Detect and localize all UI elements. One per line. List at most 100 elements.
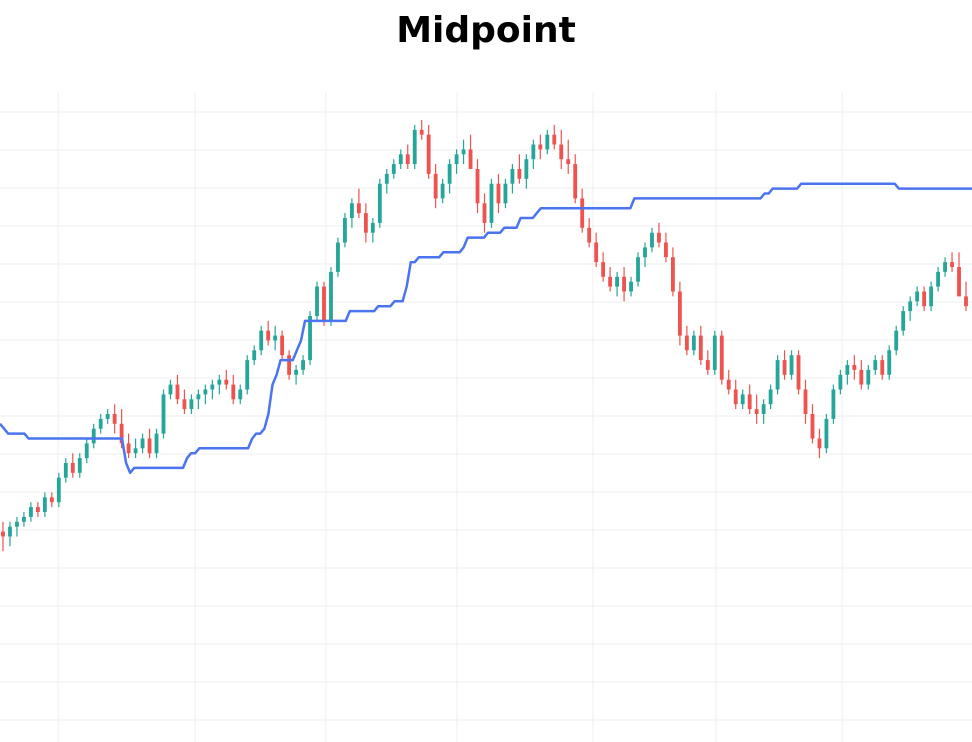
candle-body — [517, 169, 522, 179]
candle-body — [601, 262, 606, 277]
candle-body — [503, 183, 508, 204]
chart-title: Midpoint — [396, 10, 576, 51]
candle-body — [643, 247, 647, 258]
candle-body — [119, 423, 124, 444]
candle-body — [112, 414, 117, 424]
candle-body — [196, 394, 201, 400]
candle-body — [224, 379, 229, 385]
candle-body — [468, 149, 473, 169]
candle-body — [698, 335, 703, 361]
candle-body — [154, 433, 159, 454]
candle-body — [63, 463, 68, 478]
candle-body — [259, 330, 264, 351]
candle-body — [670, 257, 675, 292]
candle-body — [768, 389, 773, 405]
candle-body — [964, 296, 968, 307]
candle-body — [8, 526, 12, 537]
candle-body — [677, 291, 682, 336]
candle-body — [733, 389, 738, 405]
candle-body — [182, 399, 187, 410]
candle-body — [349, 203, 354, 218]
candle-body — [77, 458, 82, 473]
candle-body — [301, 360, 305, 370]
candle-body — [398, 154, 403, 165]
candle-body — [336, 242, 340, 272]
candle-body — [782, 360, 787, 375]
candle-body — [433, 173, 438, 199]
candle-body — [573, 164, 578, 199]
candle-body — [140, 438, 145, 449]
candle-body — [684, 335, 689, 351]
candle-body — [273, 335, 278, 341]
candle-body — [566, 159, 571, 165]
candle-body — [712, 335, 717, 370]
candle-body — [587, 227, 592, 243]
candle-body — [810, 414, 815, 439]
candle-body — [929, 286, 934, 307]
midpoint-line — [0, 182, 972, 475]
candle-body — [384, 173, 389, 184]
candle-body — [817, 438, 822, 449]
candle-body — [126, 443, 131, 454]
candle-body — [84, 443, 89, 459]
candle-body — [15, 521, 19, 527]
candle-body — [559, 144, 564, 160]
candle-body — [936, 271, 941, 287]
candle-body — [915, 291, 920, 302]
candle-body — [56, 477, 61, 503]
candle-body — [363, 213, 368, 233]
candle-body — [405, 154, 410, 165]
candle-body — [552, 134, 557, 145]
candle-body — [747, 394, 752, 410]
candle-body — [49, 497, 54, 503]
candle-body — [447, 164, 452, 184]
candle-body — [594, 242, 599, 263]
candle-body — [664, 242, 668, 258]
candle-body — [322, 286, 326, 321]
candle-body — [622, 276, 626, 292]
candle-body — [454, 154, 459, 165]
candle-body — [615, 276, 620, 287]
candle-body — [510, 169, 515, 184]
candle-body — [866, 369, 871, 385]
candle-body — [356, 203, 361, 214]
candle-body — [329, 271, 333, 321]
candle-body — [168, 384, 173, 395]
candle-body — [726, 379, 731, 390]
candle-body — [147, 438, 152, 454]
candle-body — [133, 448, 138, 454]
candle-body — [28, 507, 33, 517]
candle-body — [42, 497, 47, 512]
candle-body — [803, 389, 808, 414]
candle-body — [524, 159, 529, 179]
candle-body — [873, 360, 878, 370]
candle-body — [608, 276, 613, 287]
candle-body — [391, 164, 396, 174]
candle-body — [545, 134, 550, 150]
candle-body — [189, 399, 194, 410]
candle-body — [852, 365, 857, 370]
candle-body — [98, 418, 103, 429]
candle-body — [789, 355, 794, 375]
candle-body — [105, 414, 110, 419]
candle-body — [859, 369, 864, 385]
candle-body — [343, 218, 347, 243]
candle-body — [657, 232, 661, 243]
candle-body — [922, 291, 927, 307]
candle-body — [496, 183, 501, 204]
candle-body — [217, 379, 222, 385]
candle-body — [838, 374, 843, 390]
candle-body — [70, 463, 75, 473]
candle-body — [908, 301, 913, 312]
candle-body — [482, 203, 487, 223]
candle-body — [691, 335, 696, 351]
candle-body — [22, 516, 26, 522]
candle-body — [636, 257, 640, 282]
candle-body — [943, 262, 947, 272]
candle-body — [650, 232, 654, 248]
candle-body — [775, 360, 780, 390]
candle-body — [280, 335, 285, 356]
candle-body — [796, 355, 801, 390]
candle-body — [845, 365, 850, 375]
